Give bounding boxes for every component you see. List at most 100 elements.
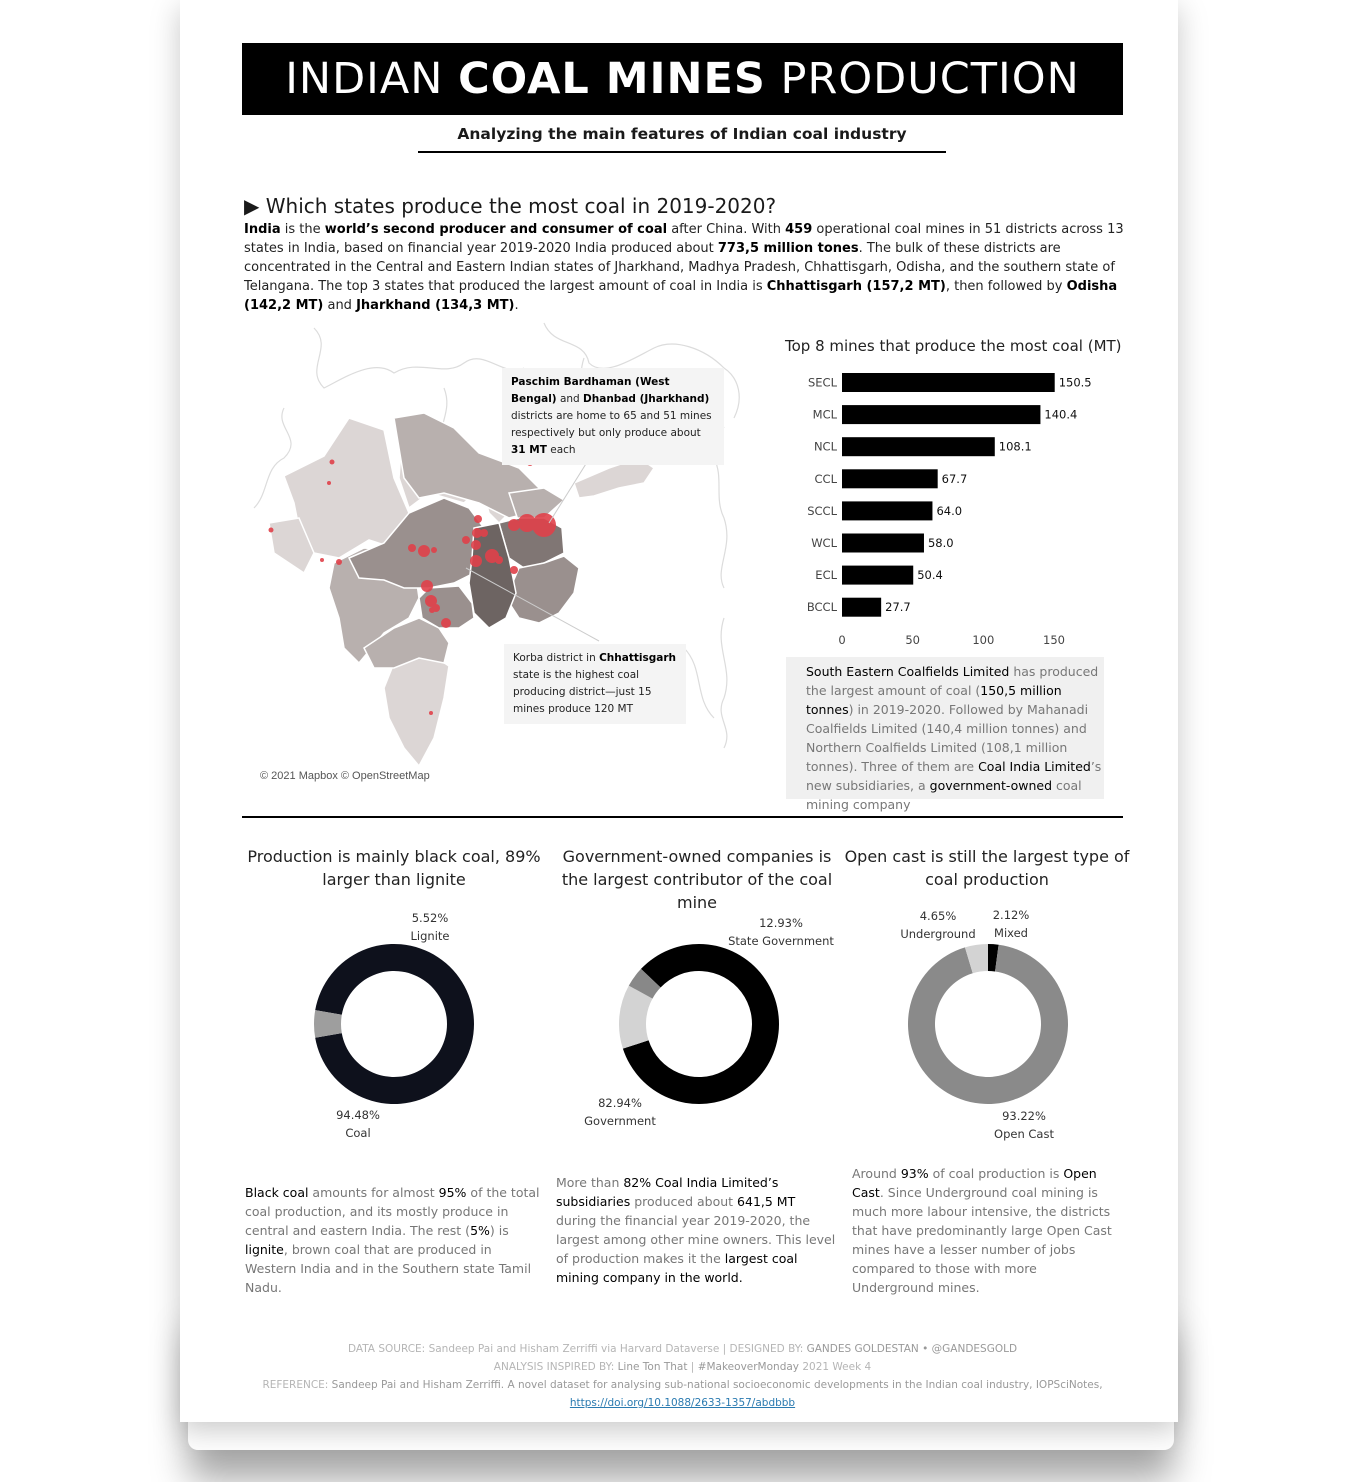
bar-category-label: WCL [811,536,837,550]
coal-note: Black coal amounts for almost 95% of the… [245,1185,540,1295]
map-callout-bottom: Korba district in Chhattisgarh state is … [504,644,686,724]
mine-dot[interactable] [320,558,324,562]
mine-dot[interactable] [329,459,335,465]
mine-dot[interactable] [421,580,433,592]
mine-dot[interactable] [408,544,416,552]
bar-chart-title: Top 8 mines that produce the most coal (… [785,337,1122,355]
mine-dot[interactable] [508,519,520,531]
label-gov-value: 82.94% [598,1096,642,1110]
x-tick-label: 0 [838,633,845,647]
india-map[interactable]: Paschim Bardhaman (West Bengal) and Dhan… [244,318,749,788]
label-state-gov-value: 12.93% [759,916,803,930]
bar[interactable] [842,597,882,617]
label-mixed-value: 2.12% [992,908,1030,922]
bar-value-label: 58.0 [928,536,954,550]
reference-link[interactable]: https://doi.org/10.1088/2633-1357/abdbbb [569,1397,796,1409]
donut-slice[interactable] [964,944,988,974]
mine-dot[interactable] [472,528,482,538]
label-coal: 94.48% Coal [328,1106,388,1142]
bar-category-label: MCL [813,408,838,422]
bar[interactable] [842,469,938,489]
donut-coal [314,944,474,1104]
title-bold: COAL MINES [458,54,766,104]
label-gov: 82.94% Government [580,1094,660,1130]
section-divider [242,816,1123,818]
donut-slice[interactable] [619,985,653,1049]
donut-slice[interactable] [988,944,999,972]
mine-dot[interactable] [425,595,437,607]
bar-value-label: 67.7 [942,472,968,486]
donut-slice[interactable] [314,1010,342,1038]
label-mixed: 2.12% Mixed [986,906,1036,942]
x-tick-label: 150 [1043,633,1065,647]
bar-value-label: 150.5 [1059,376,1092,390]
bar-value-label: 140.4 [1044,408,1077,422]
label-underground-value: 4.65% [919,909,957,923]
bar[interactable] [842,533,924,553]
label-lignite-value: 5.52% [411,911,449,925]
bar-category-label: NCL [814,440,838,454]
bar[interactable] [842,437,995,457]
mine-dot[interactable] [518,514,536,532]
section-question: ▶ Which states produce the most coal in … [244,194,777,218]
mine-dot[interactable] [431,547,437,553]
mine-dot[interactable] [510,566,518,574]
donut-slice[interactable] [908,944,1068,1104]
donut-slice[interactable] [315,944,474,1104]
mine-dot[interactable] [471,540,481,550]
title-post: PRODUCTION [780,54,1080,104]
donut-title-coal: Production is mainly black coal, 89% lar… [247,847,541,889]
mine-dot[interactable] [429,607,435,613]
map-copyright: © 2021 Mapbox © OpenStreetMap [260,770,430,782]
donut-title-gov: Government-owned companies is the larges… [561,847,833,912]
bar[interactable] [842,565,914,585]
footer: DATA SOURCE: Sandeep Pai and Hisham Zerr… [242,1340,1123,1412]
label-coal-name: Coal [345,1126,371,1140]
footer-line-source: DATA SOURCE: Sandeep Pai and Hisham Zerr… [347,1343,1018,1355]
bar-value-label: 64.0 [936,504,962,518]
mine-dot[interactable] [474,515,482,523]
label-open-cast-value: 93.22% [1002,1109,1046,1123]
label-underground-name: Underground [900,927,976,941]
mine-dot[interactable] [418,545,430,557]
mine-dot[interactable] [327,481,331,485]
mine-dot[interactable] [441,618,451,628]
page-subtitle: Analyzing the main features of Indian co… [418,125,946,153]
bar[interactable] [842,373,1055,392]
label-coal-value: 94.48% [336,1108,380,1122]
label-open-cast: 93.22% Open Cast [988,1107,1060,1143]
bar[interactable] [842,405,1041,425]
open-cast-note: Around 93% of coal production is Open Ca… [852,1166,1112,1295]
intro-paragraph: India is the world’s second producer and… [244,222,1124,313]
mine-dot[interactable] [268,527,274,533]
bar[interactable] [842,501,933,521]
donut-gov [619,944,779,1104]
mine-dot[interactable] [480,529,488,537]
mine-dot[interactable] [462,536,470,544]
donut-type [908,944,1068,1104]
bar-value-label: 108.1 [999,440,1032,454]
label-lignite-name: Lignite [410,929,450,943]
mine-dot[interactable] [470,555,482,567]
bar-category-label: SCCL [807,504,837,518]
gov-note: More than 82% Coal India Limited’s subsi… [556,1175,836,1285]
mine-dot[interactable] [429,711,433,715]
bar-chart: SECL 150.5 MCL 140.4 NCL 108.1 CCL 67.7 SCCL 64.0… [807,373,1092,647]
bar-category-label: CCL [815,472,838,486]
donut-slice[interactable] [622,944,779,1104]
donut-title-type: Open cast is still the largest type of c… [844,847,1130,889]
x-tick-label: 100 [972,633,994,647]
x-tick-label: 50 [905,633,920,647]
label-open-cast-name: Open Cast [994,1127,1054,1141]
dashboard-sheet: INDIAN COAL MINES PRODUCTION Analyzing t… [180,0,1178,1422]
mine-dot[interactable] [532,513,556,537]
label-state-gov: 12.93% State Government [726,914,836,950]
bar-chart-note: South Eastern Coalfields Limited has pro… [786,657,1104,812]
label-mixed-name: Mixed [994,926,1028,940]
mine-dot[interactable] [495,556,503,564]
bar-value-label: 50.4 [917,568,943,582]
label-gov-name: Government [584,1114,656,1128]
label-state-gov-name: State Government [728,934,834,948]
donut-slice[interactable] [628,968,661,999]
mine-dot[interactable] [336,559,342,565]
